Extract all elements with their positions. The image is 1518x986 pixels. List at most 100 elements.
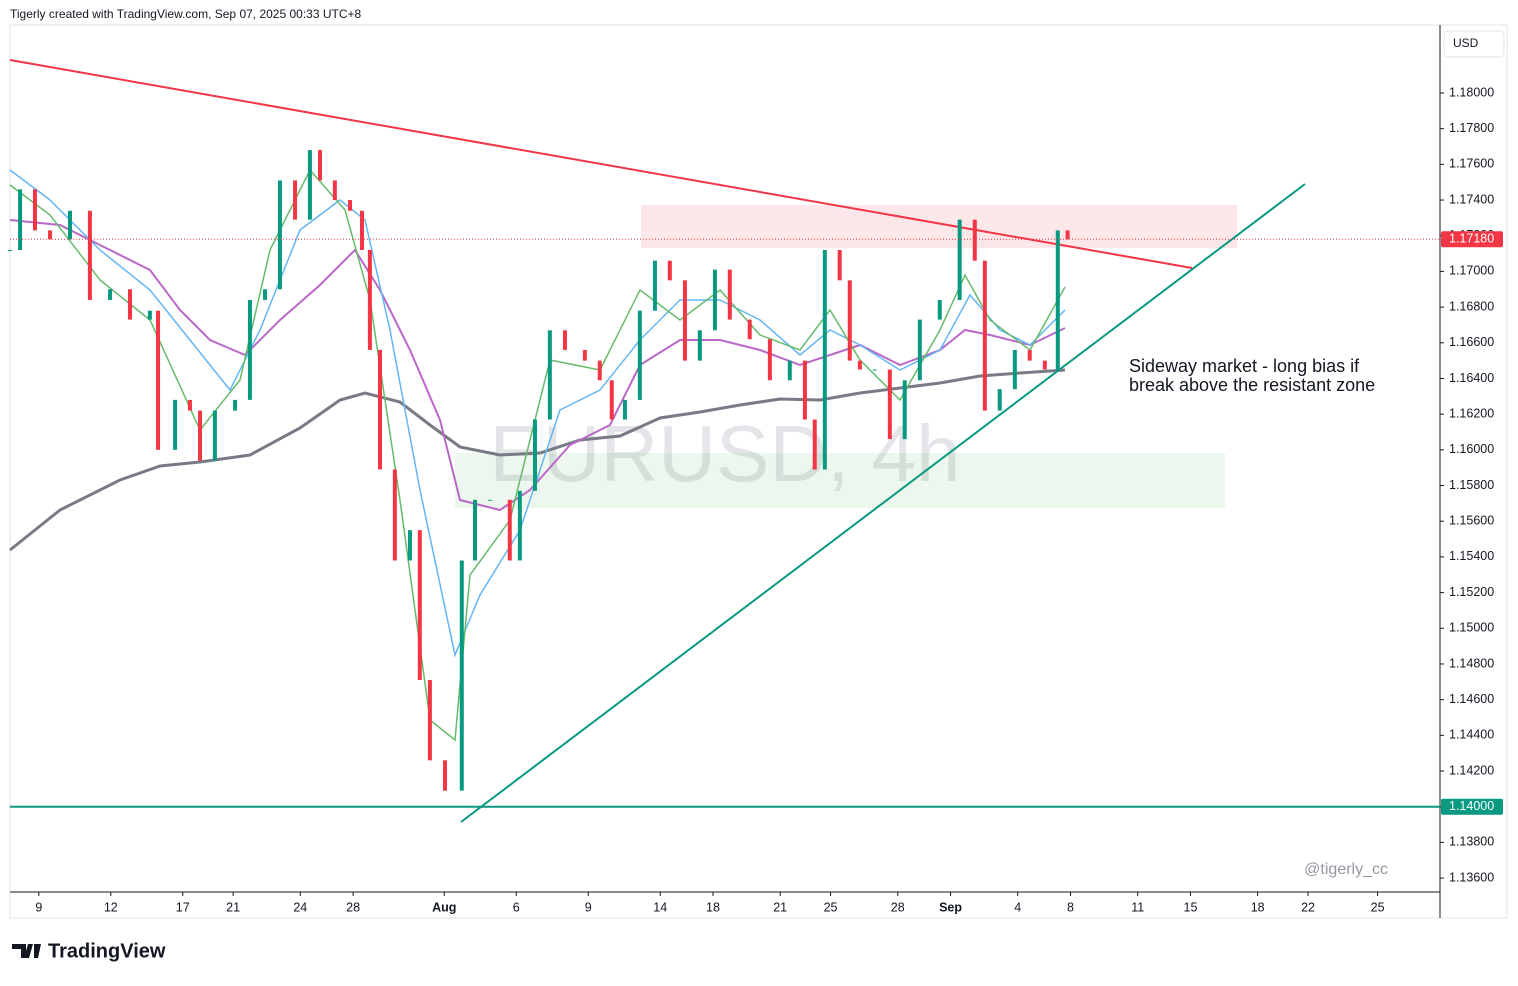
candle bbox=[367, 250, 372, 350]
x-tick-label: 12 bbox=[104, 900, 118, 914]
candle bbox=[957, 219, 962, 300]
candle bbox=[787, 360, 792, 381]
candle bbox=[747, 319, 752, 340]
y-tick-label: 1.16000 bbox=[1449, 442, 1494, 456]
ma-50 bbox=[9, 219, 1066, 512]
x-tick-label: 24 bbox=[293, 900, 307, 914]
x-tick-label: 25 bbox=[1371, 900, 1385, 914]
y-tick-label: 1.14400 bbox=[1449, 728, 1494, 742]
x-tick-label: 6 bbox=[513, 900, 520, 914]
candle bbox=[1027, 349, 1032, 361]
x-tick-label: 11 bbox=[1131, 900, 1144, 914]
x-tick-label: 25 bbox=[824, 900, 838, 914]
y-tick-label: 1.16800 bbox=[1449, 299, 1494, 313]
candle bbox=[812, 419, 817, 470]
y-tick-label: 1.17400 bbox=[1449, 192, 1494, 206]
candle bbox=[597, 360, 602, 381]
x-tick-label: 18 bbox=[1251, 900, 1265, 914]
y-tick-label: 1.17800 bbox=[1449, 121, 1494, 135]
x-tick-label: 4 bbox=[1014, 900, 1021, 914]
x-tick-label: 22 bbox=[1301, 900, 1315, 914]
currency-box[interactable] bbox=[1443, 30, 1505, 58]
candle bbox=[277, 180, 282, 290]
brand: TradingView bbox=[48, 940, 166, 962]
candle bbox=[712, 269, 717, 331]
candle bbox=[682, 280, 687, 361]
candle bbox=[317, 150, 322, 181]
x-tick-label: Sep bbox=[939, 900, 962, 914]
y-tick-label: 1.13600 bbox=[1449, 870, 1494, 884]
candle bbox=[332, 180, 337, 201]
y-tick-label: 1.15400 bbox=[1449, 549, 1494, 563]
currency[interactable]: USD bbox=[1453, 36, 1479, 50]
candle bbox=[407, 530, 412, 561]
y-tick-label: 1.14600 bbox=[1449, 692, 1494, 706]
y-tick-label: 1.14200 bbox=[1449, 763, 1494, 777]
x-tick-label: 9 bbox=[35, 900, 42, 914]
x-tick-label: 18 bbox=[706, 900, 720, 914]
y-tick-label: 1.15000 bbox=[1449, 621, 1494, 635]
candle bbox=[847, 280, 852, 361]
x-tick-label: 17 bbox=[176, 900, 190, 914]
candle bbox=[997, 389, 1002, 411]
price-tag-label: 1.14000 bbox=[1449, 799, 1494, 813]
candle bbox=[937, 299, 942, 320]
candle bbox=[1065, 230, 1070, 240]
candle bbox=[67, 210, 72, 240]
candle bbox=[857, 360, 862, 370]
candle bbox=[87, 210, 92, 300]
y-tick-label: 1.17000 bbox=[1449, 264, 1494, 278]
y-tick-label: 1.14800 bbox=[1449, 656, 1494, 670]
candle bbox=[887, 369, 892, 440]
candle bbox=[359, 210, 364, 251]
candle bbox=[212, 410, 217, 461]
x-tick-label: 28 bbox=[891, 900, 905, 914]
x-tick-label: 15 bbox=[1184, 900, 1198, 914]
candle bbox=[48, 230, 53, 240]
candle bbox=[459, 560, 464, 791]
x-tick-label: Aug bbox=[432, 900, 456, 914]
x-tick-label: 21 bbox=[226, 900, 240, 914]
candle bbox=[307, 150, 312, 220]
x-tick-label: 21 bbox=[773, 900, 787, 914]
header: Tigerly created with TradingView.com, Se… bbox=[10, 7, 362, 21]
y-tick-label: 1.18000 bbox=[1449, 85, 1494, 99]
candle bbox=[972, 219, 977, 261]
candle bbox=[982, 260, 987, 411]
candle bbox=[108, 289, 113, 300]
candle bbox=[872, 369, 877, 371]
resistance-trendline bbox=[9, 59, 1193, 269]
candle bbox=[622, 399, 627, 420]
candle bbox=[442, 760, 447, 791]
candle bbox=[263, 289, 268, 300]
candle bbox=[173, 399, 178, 450]
brand-logo bbox=[12, 944, 41, 958]
candle bbox=[767, 339, 772, 381]
candle bbox=[917, 319, 922, 381]
candle bbox=[517, 490, 522, 561]
watermark: EURUSD, 4h bbox=[489, 409, 960, 498]
candle bbox=[198, 410, 203, 461]
candle bbox=[667, 260, 672, 281]
candle bbox=[377, 349, 382, 470]
resistance-zone bbox=[641, 205, 1237, 248]
support-zone bbox=[455, 453, 1225, 508]
y-tick-label: 1.16200 bbox=[1449, 406, 1494, 420]
candle bbox=[697, 330, 702, 361]
candle bbox=[1055, 230, 1060, 370]
x-tick-label: 14 bbox=[653, 900, 667, 914]
candle bbox=[822, 250, 827, 470]
y-tick-label: 1.16400 bbox=[1449, 371, 1494, 385]
candle bbox=[293, 180, 298, 220]
candle bbox=[8, 250, 12, 252]
candle bbox=[1012, 349, 1017, 390]
candle bbox=[652, 260, 657, 311]
y-tick-label: 1.17600 bbox=[1449, 157, 1494, 171]
y-tick-label: 1.13800 bbox=[1449, 835, 1494, 849]
plot bbox=[8, 150, 1070, 791]
candle bbox=[1042, 360, 1047, 370]
candle bbox=[187, 399, 192, 411]
y-tick-label: 1.16600 bbox=[1449, 335, 1494, 349]
